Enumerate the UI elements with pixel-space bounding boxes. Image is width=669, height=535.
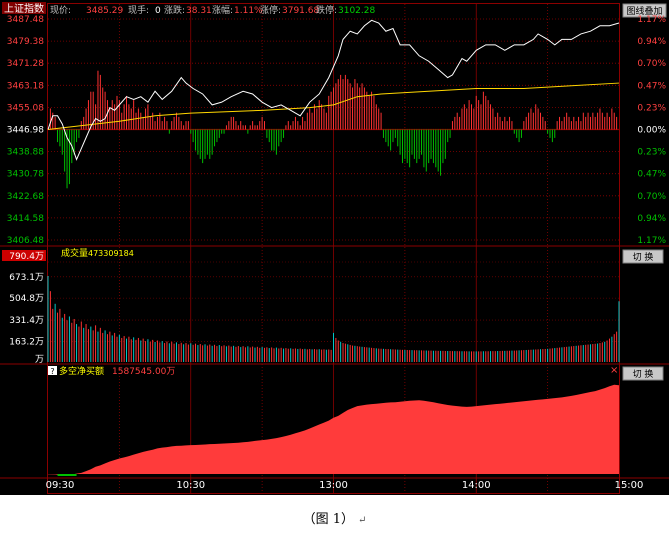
up-limit-label: 涨停: [260, 4, 281, 16]
percent-tick-label: 0.70% [637, 59, 666, 69]
percent-tick-label: 0.94% [637, 37, 666, 47]
price-tick-label: 3479.38 [7, 37, 44, 47]
figure-caption: （图 1） ↵ [0, 508, 669, 527]
hand-value: 0 [155, 6, 161, 16]
percent-tick-label: 0.23% [637, 148, 666, 158]
volume-tick-label: 673.1万 [9, 273, 44, 283]
price-tick-label: 3487.48 [7, 15, 44, 25]
price-line [47, 19, 620, 161]
down-limit-value: 3102.28 [338, 6, 375, 16]
time-tick-label: 13:00 [319, 480, 348, 491]
percent-tick-label: 0.23% [637, 103, 666, 113]
price-tick-label: 3455.08 [7, 103, 44, 113]
volume-switch-label[interactable]: 切 换 [633, 251, 654, 263]
change-label: 涨跌: [164, 5, 185, 16]
volume-switch-button[interactable]: 切 换 [622, 249, 664, 264]
price-value: 3485.29 [86, 6, 123, 16]
price-label: 现价: [50, 5, 71, 16]
volume-switch-face[interactable] [622, 249, 664, 264]
hand-label: 现手: [128, 4, 149, 16]
volume-tick-label: 790.4万 [9, 252, 44, 262]
price-axis-left: 3487.48 3479.38 3471.28 3463.18 3455.08 3446.… [7, 15, 44, 246]
pct-value: 1.11% [234, 6, 263, 16]
percent-tick-label: 0.47% [637, 170, 666, 180]
down-limit-label: 跌停: [316, 4, 337, 16]
volume-tick-label: 万 [35, 355, 44, 365]
percent-tick-label: 0.00% [637, 126, 666, 136]
percent-tick-label: 0.94% [637, 214, 666, 224]
help-icon-glyph[interactable]: ? [50, 367, 54, 376]
volume-panel-title: 成交量 [61, 247, 88, 259]
fund-flow-bars [49, 70, 618, 189]
pct-label: 涨幅: [212, 4, 233, 16]
volume-tick-label: 504.8万 [9, 294, 44, 304]
time-tick-label: 10:30 [176, 480, 205, 491]
net-switch-face[interactable] [622, 366, 664, 381]
net-panel-value: 1587545.00万 [112, 367, 175, 377]
price-tick-label: 3430.78 [7, 170, 44, 180]
volume-total: 473309184 [88, 249, 134, 258]
net-buy-area [48, 384, 619, 476]
caption-text: （图 1） [302, 512, 354, 527]
price-tick-label: 3463.18 [7, 81, 44, 91]
volume-tick-label: 331.4万 [9, 316, 44, 326]
net-panel-title: 多空净买额 [59, 365, 104, 377]
close-icon[interactable]: × [610, 365, 618, 376]
time-tick-label: 15:00 [615, 480, 644, 491]
price-tick-label: 3422.68 [7, 192, 44, 202]
index-name: 上证指数 [4, 2, 44, 15]
price-tick-label: 3446.98 [7, 126, 44, 136]
help-icon[interactable] [48, 366, 57, 375]
volume-axis: 790.4万 673.1万 504.8万 331.4万 163.2万万 [9, 252, 44, 365]
percent-axis-right: 1.17% 0.94% 0.70% 0.47% 0.23% 0.00% 0.23% 0.47%… [637, 15, 666, 246]
price-tick-label: 3414.58 [7, 214, 44, 224]
time-tick-label: 09:30 [46, 480, 75, 491]
index-name-box [2, 2, 46, 14]
percent-tick-label: 0.70% [637, 192, 666, 202]
return-mark: ↵ [358, 515, 367, 526]
volume-max-box [2, 250, 46, 261]
up-limit-value: 3791.68 [282, 6, 319, 16]
volume-tick-label: 163.2万 [9, 337, 44, 347]
percent-tick-label: 1.17% [637, 15, 666, 25]
overlay-button-face[interactable] [622, 3, 667, 18]
average-price-line [47, 82, 620, 130]
price-tick-label: 3471.28 [7, 59, 44, 69]
chart-frame [47, 3, 620, 494]
price-tick-label: 3438.88 [7, 148, 44, 158]
quote-bar: 现价: 3485.29 现手: 0 涨跌: 38.31 涨幅: 1.11% 涨停… [50, 4, 375, 16]
net-switch-label[interactable]: 切 换 [633, 368, 654, 380]
overlay-button[interactable]: 图线叠加 [622, 3, 667, 18]
price-tick-label: 3406.48 [7, 236, 44, 246]
overlay-button-label[interactable]: 图线叠加 [626, 5, 662, 17]
change-value: 38.31 [186, 6, 212, 16]
net-switch-button[interactable]: 切 换 [622, 366, 664, 381]
volume-bars [47, 275, 620, 362]
time-axis: 09:30 10:30 13:00 14:00 15:00 [46, 480, 644, 491]
percent-tick-label: 0.47% [637, 81, 666, 91]
time-tick-label: 14:00 [462, 480, 491, 491]
intraday-chart: 上证指数 现价: 3485.29 现手: 0 涨跌: 38.31 涨幅: 1.1… [0, 0, 669, 495]
percent-tick-label: 1.17% [637, 236, 666, 246]
